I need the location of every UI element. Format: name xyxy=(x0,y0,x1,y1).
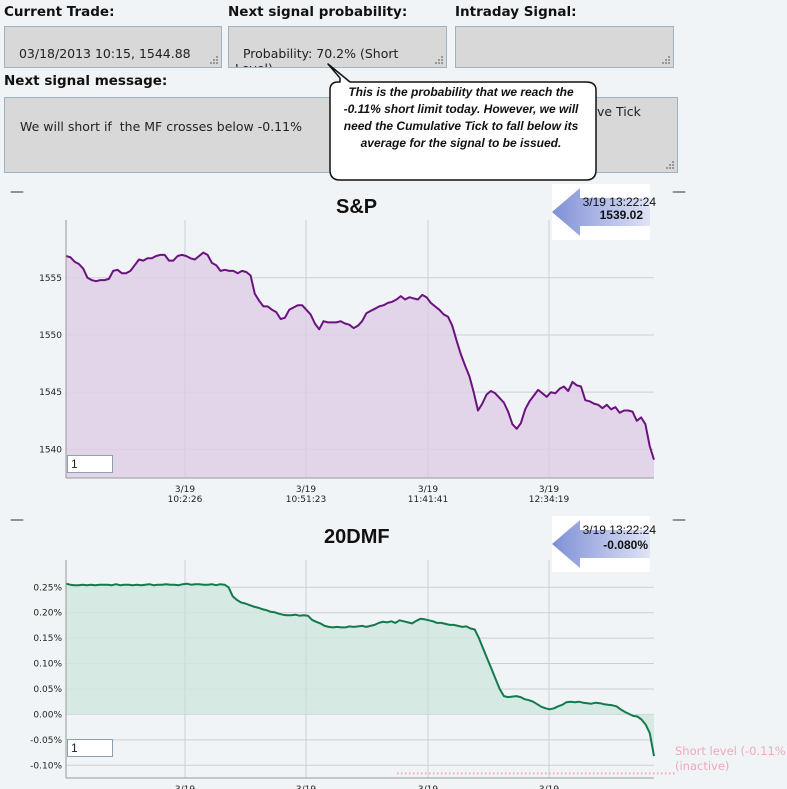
y-tick-label: 0.15% xyxy=(33,634,62,644)
resize-grip-icon[interactable] xyxy=(661,55,671,65)
current-trade-label: Current Trade: xyxy=(4,4,115,20)
x-tick-time-label: 10:51:23 xyxy=(286,495,326,505)
series-area xyxy=(66,583,654,757)
chart-2-input[interactable]: 1 xyxy=(67,739,113,757)
x-tick-date-label: 3/19 xyxy=(296,485,316,495)
mf-chart: 0.25% 0.20% 0.15% 0.10% 0.05% 0.00% -0.05% -0.1… xyxy=(30,560,675,789)
y-tick-label: 0.20% xyxy=(33,609,62,619)
x-tick-date-label: 3/19 xyxy=(296,785,316,789)
y-tick-label: -0.10% xyxy=(30,761,62,771)
y-tick-label: 0.05% xyxy=(33,685,62,695)
x-tick-time-label: 11:41:41 xyxy=(408,495,448,505)
y-tick-label: 1545 xyxy=(39,388,62,398)
chart-1-flag-value: 1539.02 xyxy=(599,208,643,222)
intraday-signal-label: Intraday Signal: xyxy=(455,4,577,20)
y-tick-label: 1540 xyxy=(39,445,62,455)
collapse-chart-2-icon[interactable]: — xyxy=(10,512,24,528)
resize-grip-icon[interactable] xyxy=(434,55,444,65)
chart-1-flag-time: 3/19 13:22:24 xyxy=(582,195,656,209)
x-tick-date-label: 3/19 xyxy=(539,785,559,789)
chart-1-input[interactable]: 1 xyxy=(67,455,113,473)
x-tick-date-label: 3/19 xyxy=(175,485,195,495)
y-tick-label: 1550 xyxy=(39,331,62,341)
series-line xyxy=(65,251,655,460)
x-tick-date-label: 3/19 xyxy=(175,785,195,789)
intraday-signal-field[interactable] xyxy=(455,26,674,68)
series-line xyxy=(65,582,655,757)
series-area xyxy=(66,252,654,478)
chart-2-flag-time: 3/19 13:22:24 xyxy=(582,523,656,537)
x-tick-date-label: 3/19 xyxy=(418,485,438,495)
y-tick-label: 0.10% xyxy=(33,660,62,670)
y-tick-label: 0.00% xyxy=(33,710,62,720)
next-signal-probability-field[interactable]: Probability: 70.2% (Short Level) xyxy=(228,26,447,68)
resize-grip-icon[interactable] xyxy=(665,160,675,170)
next-signal-probability-value: Probability: 70.2% (Short Level) xyxy=(235,46,399,67)
current-trade-field[interactable]: 03/18/2013 10:15, 1544.88 xyxy=(4,26,222,68)
collapse-chart-2-right-icon[interactable]: — xyxy=(672,512,686,528)
chart-1-flag-arrow-icon xyxy=(552,184,650,240)
next-signal-message-value: We will short if the MF crosses below -0… xyxy=(19,119,302,134)
chart-2-flag-arrow-icon xyxy=(552,516,650,572)
x-tick-time-label: 12:34:19 xyxy=(529,495,570,505)
collapse-chart-1-icon[interactable]: — xyxy=(10,184,24,200)
y-tick-label: -0.05% xyxy=(30,736,62,746)
tooltip-text: This is the probability that we reach th… xyxy=(343,85,579,150)
y-tick-label: 1555 xyxy=(39,274,62,284)
x-tick-time-label: 10:2:26 xyxy=(168,495,203,505)
tooltip-callout xyxy=(327,63,597,181)
next-signal-message-label: Next signal message: xyxy=(4,73,168,89)
chart-2-title: 20DMF xyxy=(324,526,390,548)
next-signal-probability-label: Next signal probability: xyxy=(228,4,408,20)
short-level-label: Short level (-0.11% (inactive) xyxy=(675,744,786,773)
x-tick-date-label: 3/19 xyxy=(418,785,438,789)
sp-chart: 15551550154515403/1910:2:263/1910:51:233… xyxy=(39,220,655,505)
current-trade-value: 03/18/2013 10:15, 1544.88 xyxy=(18,46,191,61)
chart-2-flag-value: -0.080% xyxy=(603,538,648,552)
collapse-chart-1-right-icon[interactable]: — xyxy=(672,184,686,200)
x-tick-date-label: 3/19 xyxy=(539,485,559,495)
resize-grip-icon[interactable] xyxy=(209,55,219,65)
y-tick-label: 0.25% xyxy=(33,583,62,593)
next-signal-message-tail: ve Tick xyxy=(597,104,641,119)
chart-1-title: S&P xyxy=(336,196,378,218)
